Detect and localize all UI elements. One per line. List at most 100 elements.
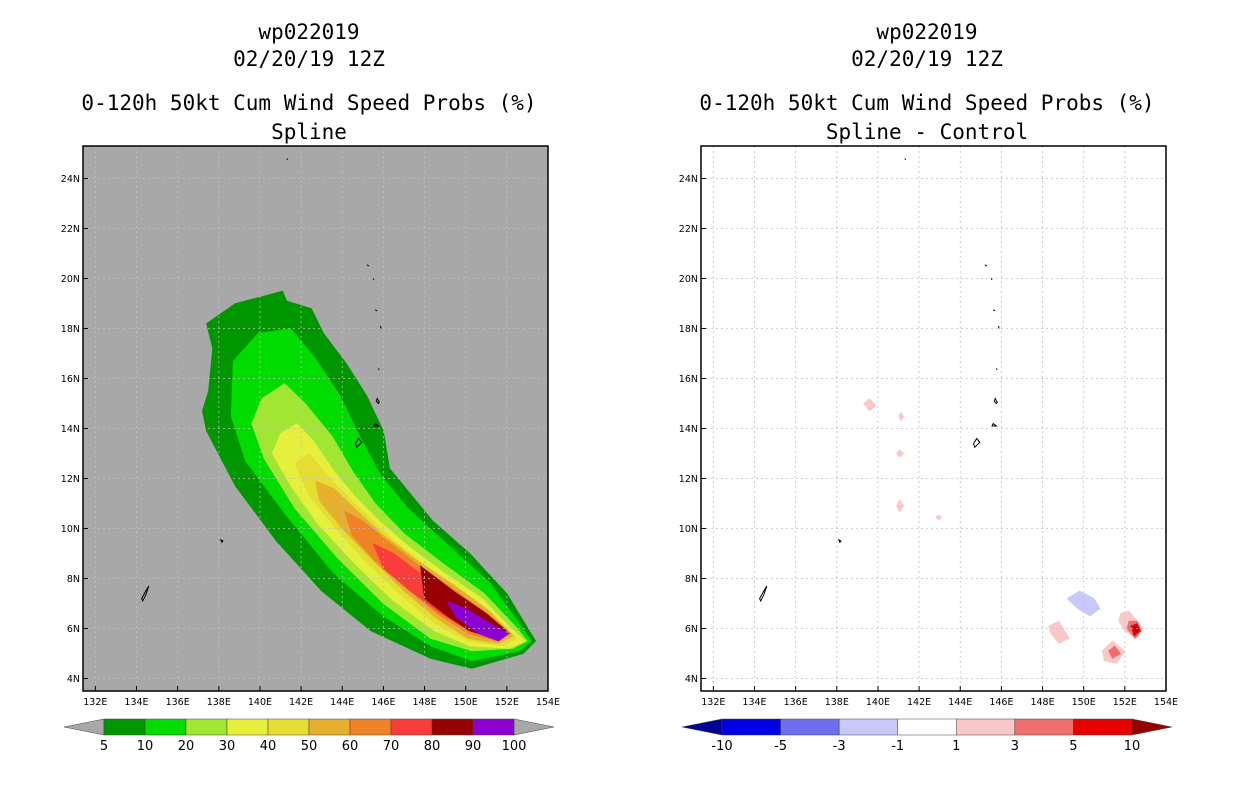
island-outline [375,397,380,405]
colorbar-segment [185,718,228,736]
grid [83,146,548,691]
colorbar-level-label: -5 [774,739,787,754]
colorbar-segment [1073,718,1133,736]
y-tick-label: 10N [61,524,80,535]
colorbar-segment [267,718,310,736]
left-date: 02/20/19 12Z [233,47,385,71]
island-outline [366,264,370,267]
plot-frame [700,145,1167,692]
x-tick-label: 142E [289,697,313,708]
colorbar-level-label: 80 [424,739,441,754]
contour-fill-1-2 [898,411,905,422]
colorbar-level-label: 5 [100,739,108,754]
y-tick-label: 6N [685,624,698,635]
y-tick-label: 8N [67,574,80,585]
island-outline [219,538,224,544]
colorbar-level-label: 10 [1124,739,1141,754]
contour-fill-1-4 [896,499,905,513]
x-tick-label: 138E [207,697,231,708]
colorbar-segment [897,718,957,736]
x-tick-label: 132E [83,697,107,708]
y-tick-label: 10N [679,524,698,535]
contour-fill-1-3 [896,449,905,458]
colorbar-level-label: 3 [1011,739,1019,754]
contour-fill-1-1 [863,398,877,412]
x-tick-label: 154E [536,697,560,708]
x-tick-label: 148E [1030,697,1054,708]
x-tick-label: 152E [1113,697,1137,708]
colorbar-segment [1014,718,1074,736]
colorbar-level-label: 1 [952,739,960,754]
y-tick-label: 12N [61,474,80,485]
y-tick-label: 12N [679,474,698,485]
x-tick-label: 132E [701,697,725,708]
x-tick-label: 136E [166,697,190,708]
colorbar-level-label: 5 [1069,739,1077,754]
colorbar-level-label: 70 [383,739,400,754]
x-tick-label: 138E [825,697,849,708]
island-outlines [141,158,382,603]
colorbar-under-triangle [681,718,723,736]
right-storm-id: wp022019 [876,20,978,44]
x-tick-label: 140E [248,697,272,708]
x-tick-label: 150E [1072,697,1096,708]
y-tick-label: 14N [61,424,80,435]
island-outline [992,309,996,312]
left-map-chart: 132E 134E 136E 138E 140E 142E 144E 146E 148E 150E… [61,145,560,754]
contour-fill-3-10 [1108,645,1122,659]
colorbar-segment [103,718,146,736]
x-tick-label: 134E [742,697,766,708]
y-tick-label: 24N [679,174,698,185]
island-outline [991,422,998,427]
y-tick-label: 6N [67,624,80,635]
y-tick-label: 14N [679,424,698,435]
x-tick-label: 144E [948,697,972,708]
x-tick-label: 142E [907,697,931,708]
colorbar-level-label: 90 [465,739,482,754]
y-tick-label: 20N [679,274,698,285]
colorbar-level-label: 40 [260,739,277,754]
colorbar-level-label: 30 [219,739,236,754]
right-map-chart: 132E 134E 136E 138E 140E 142E 144E 146E 148E 150E… [679,145,1178,754]
y-tick-label: 24N [61,174,80,185]
colorbar-level-label: -1 [891,739,904,754]
colorbar-segment [144,718,187,736]
colorbar-segment [472,718,515,736]
colorbar-segment [838,718,898,736]
contour-fill-90-9 [446,600,510,642]
colorbar-level-label: 50 [301,739,318,754]
island-outline [374,309,378,312]
colorbar-segment [226,718,269,736]
left-subtitle: 0-120h 50kt Cum Wind Speed Probs (%) [81,91,537,115]
island-outline [984,264,988,267]
right-subtitle: 0-120h 50kt Cum Wind Speed Probs (%) [699,91,1155,115]
island-outline [993,397,998,405]
y-tick-label: 16N [679,374,698,385]
contour-layer [201,290,537,669]
x-tick-label: 144E [330,697,354,708]
colorbar-level-label: -3 [833,739,846,754]
island-outline [377,368,380,371]
x-tick-label: 140E [866,697,890,708]
y-tick-label: 22N [61,224,80,235]
colorbar-segment [780,718,840,736]
colorbar-segment [956,718,1016,736]
colorbar: 5 10 20 30 40 50 60 70 80 90 100 [63,718,555,754]
colorbar-over-triangle [513,718,555,736]
island-outline [373,422,380,427]
x-tick-label: 148E [412,697,436,708]
y-tick-label: 20N [61,274,80,285]
right-panel: wp022019 02/20/19 12Z 0-120h 50kt Cum Wi… [618,0,1236,800]
colorbar-segment [390,718,433,736]
x-tick-label: 152E [495,697,519,708]
island-outline [904,158,907,161]
contour-fill--3-0 [1066,590,1101,617]
x-tick-label: 146E [989,697,1013,708]
colorbar-level-label: -10 [711,739,732,754]
colorbar: -10 -5 -3 -1 1 3 5 10 [681,718,1173,754]
island-outline [372,278,375,281]
colorbar-segment [431,718,474,736]
left-panel: wp022019 02/20/19 12Z 0-120h 50kt Cum Wi… [61,20,560,754]
y-tick-label: 4N [67,674,80,685]
island-outline [990,278,993,281]
